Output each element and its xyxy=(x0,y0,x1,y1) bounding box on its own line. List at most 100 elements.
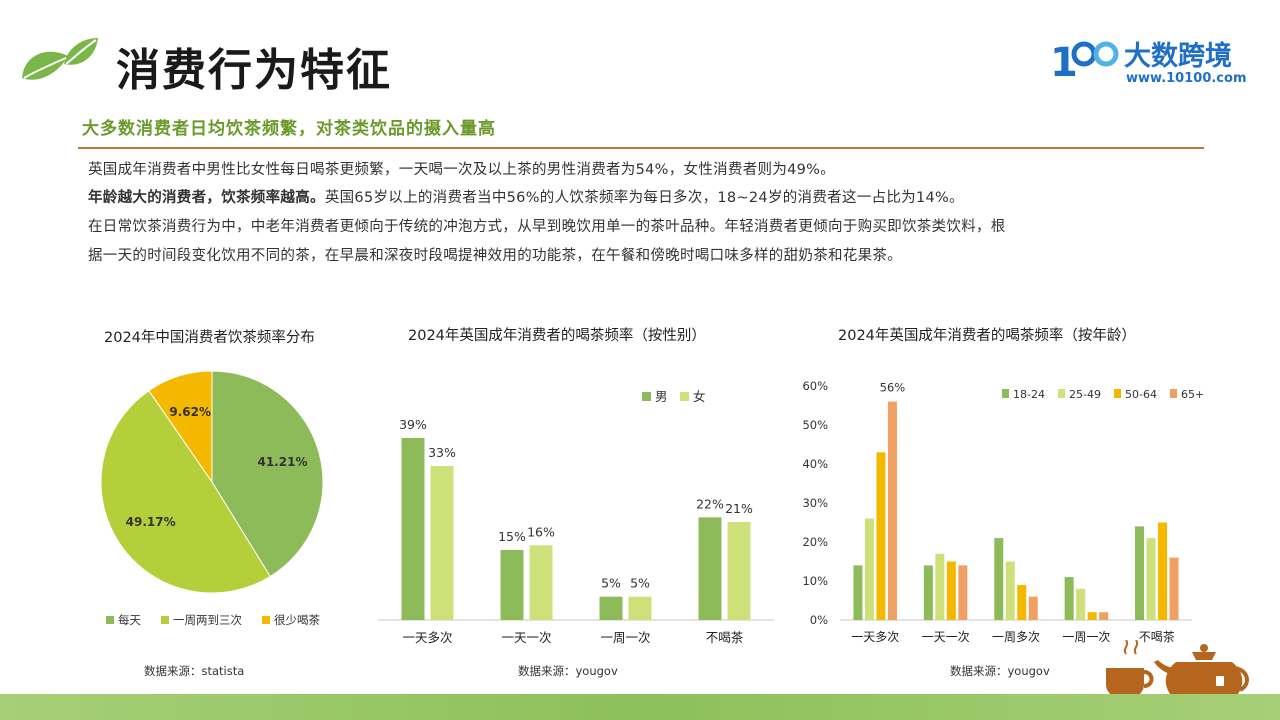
bar xyxy=(1064,577,1074,620)
bar xyxy=(1146,538,1156,620)
legend-swatch xyxy=(642,392,651,401)
bar xyxy=(958,565,968,620)
pie-legend-swatch xyxy=(262,616,270,624)
x-tick-label: 一天多次 xyxy=(402,630,452,645)
legend-swatch xyxy=(1058,389,1065,398)
legend-label: 女 xyxy=(693,389,706,404)
bar xyxy=(698,517,722,620)
gender-chart-title: 2024年英国成年消费者的喝茶频率（按性别） xyxy=(408,328,706,344)
bar-data-label: 5% xyxy=(630,576,650,591)
bar-data-label: 15% xyxy=(498,529,526,544)
bar xyxy=(1158,522,1168,620)
bar xyxy=(727,522,751,620)
bar xyxy=(887,401,897,620)
brand-url: www.10100.com xyxy=(1126,71,1247,86)
pie-slice xyxy=(211,370,324,578)
x-tick-label: 一天多次 xyxy=(851,630,899,644)
paragraph-age-bold: 年龄越大的消费者，饮茶频率越高。 xyxy=(88,190,325,206)
legend-swatch xyxy=(1170,389,1177,398)
pie-data-label: 41.21% xyxy=(257,455,307,469)
bar-data-label: 33% xyxy=(428,445,456,460)
bar xyxy=(1099,612,1109,620)
bar xyxy=(401,438,425,620)
paragraph-habits-line2: 据一天的时间段变化饮用不同的茶，在早晨和深夜时段喝提神效用的功能茶，在午餐和傍晚… xyxy=(88,248,902,264)
pie-slice xyxy=(148,370,213,484)
gender-bar-chart: 39%33% 一天多次 15% 16% 一天一次 5% 5% 一周一次 22% 21% 不喝茶 男 女 xyxy=(378,389,774,645)
bar xyxy=(529,545,553,620)
brand-name: 大数跨境 xyxy=(1124,41,1232,72)
bar xyxy=(864,518,874,620)
y-tick-label: 10% xyxy=(802,574,828,588)
x-tick-label: 一周一次 xyxy=(600,630,650,645)
divider xyxy=(78,147,1204,149)
pie-chart-title: 2024年中国消费者饮茶频率分布 xyxy=(104,330,315,346)
y-tick-label: 60% xyxy=(802,379,828,393)
pie-legend-swatch xyxy=(106,616,114,624)
age-chart-title: 2024年英国成年消费者的喝茶频率（按年龄） xyxy=(838,328,1136,344)
y-tick-label: 40% xyxy=(802,457,828,471)
bar xyxy=(1169,557,1179,620)
bar xyxy=(1028,596,1038,620)
pie-slice xyxy=(100,389,271,594)
bar xyxy=(876,452,886,620)
legend-label: 65+ xyxy=(1181,388,1204,401)
paragraph-age: 年龄越大的消费者，饮茶频率越高。英国65岁以上的消费者当中56%的人饮茶频率为每… xyxy=(88,186,964,207)
bar-data-label: 39% xyxy=(399,417,427,432)
section-subtitle: 大多数消费者日均饮茶频繁，对茶类饮品的摄入量高 xyxy=(82,119,496,139)
legend-label: 50-64 xyxy=(1125,388,1157,401)
paragraph-habits-line1: 在日常饮茶消费行为中，中老年消费者更倾向于传统的冲泡方式，从早到晚饮用单一的茶叶… xyxy=(88,219,1006,235)
pie-data-label: 49.17% xyxy=(126,515,176,529)
bar xyxy=(430,466,454,620)
bar xyxy=(628,596,652,620)
bar-annotation: 56% xyxy=(880,381,906,395)
y-tick-label: 30% xyxy=(802,496,828,510)
x-tick-label: 一周一次 xyxy=(1062,630,1110,644)
bar xyxy=(1087,612,1097,620)
bar-data-label: 16% xyxy=(527,524,555,539)
bar xyxy=(853,565,863,620)
legend-swatch xyxy=(1002,389,1009,398)
pie-legend-label: 很少喝茶 xyxy=(274,613,320,627)
bar xyxy=(599,596,623,620)
bar xyxy=(1005,561,1015,620)
x-tick-label: 一周多次 xyxy=(992,630,1040,644)
logo-mark: 1 xyxy=(1050,40,1078,84)
x-tick-label: 一天一次 xyxy=(501,630,551,645)
pie-chart-source: 数据来源：statista xyxy=(144,664,245,678)
bar xyxy=(1135,526,1145,620)
paragraph-gender: 英国成年消费者中男性比女性每日喝茶更频繁，一天喝一次及以上茶的男性消费者为54%… xyxy=(88,162,836,178)
legend-label: 男 xyxy=(655,389,668,404)
x-tick-label: 一天一次 xyxy=(922,630,970,644)
y-tick-label: 20% xyxy=(802,535,828,549)
legend-swatch xyxy=(680,392,689,401)
bar xyxy=(994,538,1004,620)
pie-chart: 41.21% 49.17% 9.62% 每天 一周两到三次 很少喝茶 xyxy=(100,370,324,627)
paragraph-age-rest: 英国65岁以上的消费者当中56%的人饮茶频率为每日多次，18~24岁的消费者这一… xyxy=(324,190,964,206)
bar-data-label: 5% xyxy=(601,576,621,591)
x-tick-label: 不喝茶 xyxy=(706,630,744,645)
gender-chart-source: 数据来源：yougov xyxy=(518,664,618,678)
y-tick-label: 0% xyxy=(810,613,828,627)
bar xyxy=(1017,584,1027,620)
pie-data-label: 9.62% xyxy=(169,405,211,419)
bar xyxy=(1076,588,1086,620)
brand-logo-icon: 1 xyxy=(1050,40,1119,84)
pie-legend-label: 一周两到三次 xyxy=(173,613,242,627)
bar-data-label: 22% xyxy=(696,496,724,511)
page-title: 消费行为特征 xyxy=(116,45,392,96)
bar xyxy=(946,561,956,620)
bar xyxy=(500,550,524,620)
pie-legend-swatch xyxy=(161,616,169,624)
pie-legend-label: 每天 xyxy=(118,613,141,627)
legend-label: 18-24 xyxy=(1013,388,1045,401)
bar xyxy=(923,565,933,620)
bar xyxy=(935,553,945,620)
leaf-logo-icon xyxy=(22,38,98,80)
y-tick-label: 50% xyxy=(802,418,828,432)
teapot-icon xyxy=(1106,640,1249,698)
legend-label: 25-49 xyxy=(1069,388,1101,401)
x-tick-label: 不喝茶 xyxy=(1139,629,1175,644)
bar-data-label: 21% xyxy=(725,501,753,516)
footer-band xyxy=(0,694,1280,720)
age-bar-chart: 0% 10% 20% 30% 40% 50% 60% 56% 一天多次 一天一次 一周多次 一周一次 不… xyxy=(802,379,1204,644)
